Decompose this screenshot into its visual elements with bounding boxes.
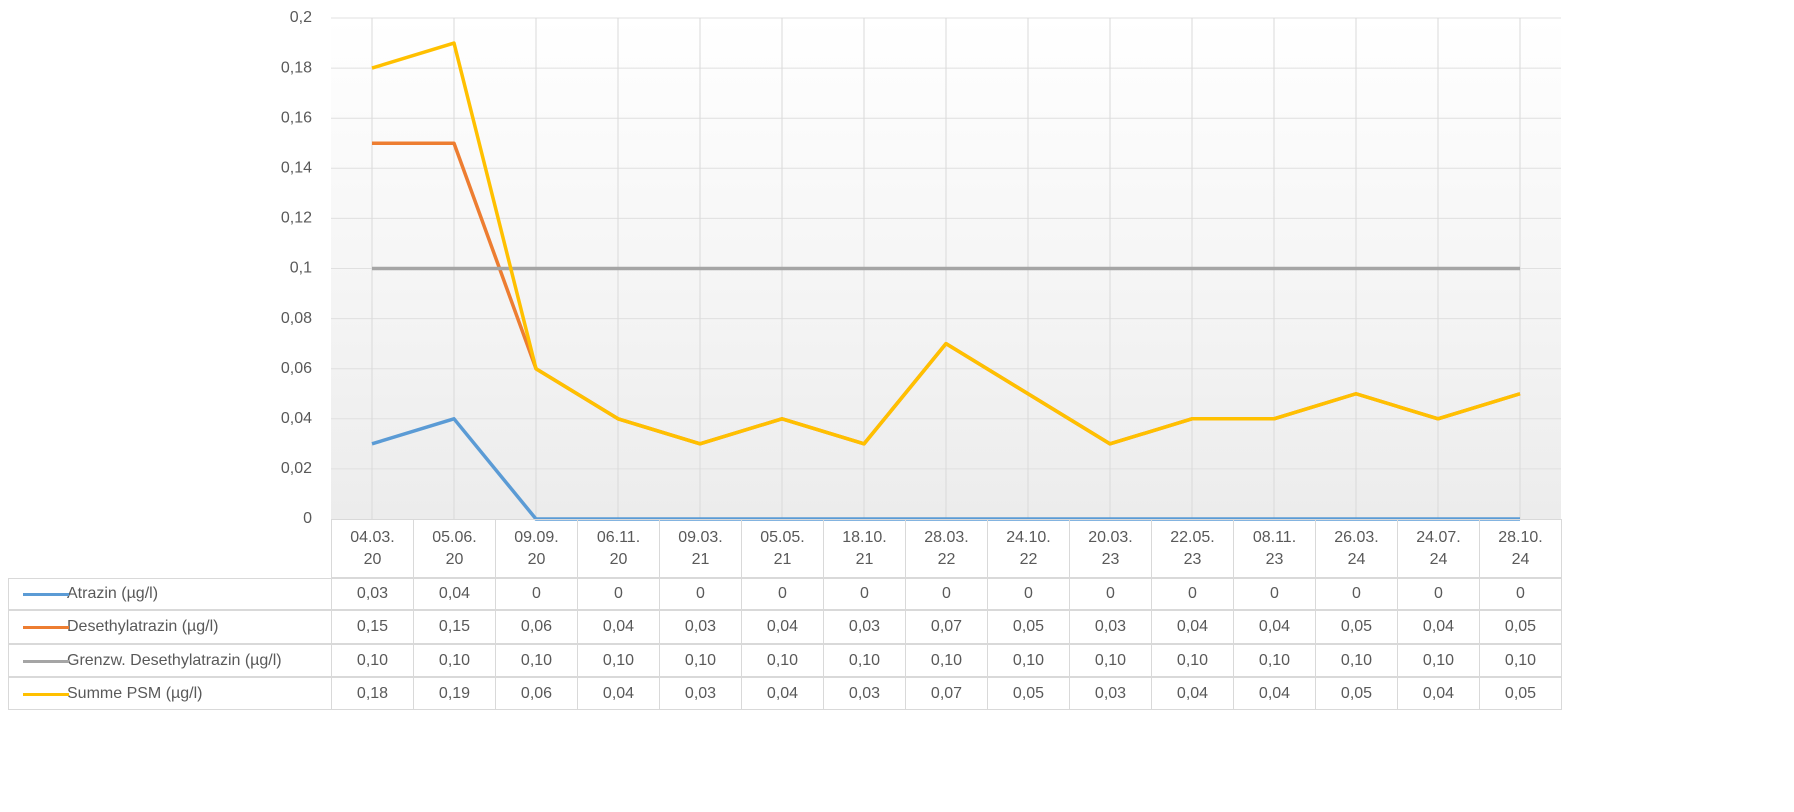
data-label: 0,15 <box>331 610 414 644</box>
data-label: 0 <box>1479 578 1562 610</box>
data-label: 0,10 <box>1479 644 1562 677</box>
y-tick-label: 0,12 <box>281 210 312 227</box>
x-tick-label: 04.03. 20 <box>331 519 414 578</box>
x-tick-label: 08.11. 23 <box>1233 519 1316 578</box>
data-label: 0,04 <box>1151 677 1234 710</box>
data-label: 0 <box>659 578 742 610</box>
legend-entry: Desethylatrazin (µg/l) <box>8 610 332 644</box>
x-tick-label: 20.03. 23 <box>1069 519 1152 578</box>
data-label: 0,05 <box>1315 677 1398 710</box>
legend-swatch <box>23 593 69 596</box>
legend-entry: Grenzw. Desethylatrazin (µg/l) <box>8 644 332 677</box>
data-label: 0,05 <box>987 677 1070 710</box>
data-label: 0,10 <box>659 644 742 677</box>
data-label: 0,04 <box>1397 677 1480 710</box>
y-tick-label: 0,06 <box>281 360 312 377</box>
data-label: 0,10 <box>1315 644 1398 677</box>
y-tick-label: 0,14 <box>281 160 312 177</box>
y-tick-label: 0,18 <box>281 59 312 76</box>
data-label: 0,15 <box>413 610 496 644</box>
x-tick-label: 28.10. 24 <box>1479 519 1562 578</box>
data-label: 0,10 <box>331 644 414 677</box>
data-label: 0 <box>1151 578 1234 610</box>
data-label: 0 <box>495 578 578 610</box>
data-label: 0,10 <box>823 644 906 677</box>
legend-swatch <box>23 692 69 696</box>
data-label: 0,10 <box>577 644 660 677</box>
data-label: 0,05 <box>1479 610 1562 644</box>
x-tick-label: 28.03. 22 <box>905 519 988 578</box>
x-tick-label: 24.07. 24 <box>1397 519 1480 578</box>
data-label: 0 <box>905 578 988 610</box>
data-label: 0,05 <box>987 610 1070 644</box>
data-label: 0,04 <box>413 578 496 610</box>
data-label: 0 <box>1069 578 1152 610</box>
data-label: 0,05 <box>1315 610 1398 644</box>
y-tick-label: 0 <box>303 510 312 527</box>
data-label: 0,03 <box>331 578 414 610</box>
data-label: 0 <box>1233 578 1316 610</box>
data-label: 0 <box>823 578 906 610</box>
legend-swatch <box>23 659 69 663</box>
data-label: 0,10 <box>987 644 1070 677</box>
data-label: 0,10 <box>741 644 824 677</box>
x-tick-label: 22.05. 23 <box>1151 519 1234 578</box>
data-label: 0 <box>987 578 1070 610</box>
data-label: 0,10 <box>1397 644 1480 677</box>
data-label: 0,18 <box>331 677 414 710</box>
x-tick-label: 05.05. 21 <box>741 519 824 578</box>
data-label: 0,03 <box>1069 610 1152 644</box>
data-label: 0,10 <box>905 644 988 677</box>
data-label: 0,05 <box>1479 677 1562 710</box>
data-label: 0,03 <box>1069 677 1152 710</box>
data-label: 0,07 <box>905 610 988 644</box>
y-tick-label: 0,08 <box>281 310 312 327</box>
data-label: 0,10 <box>1233 644 1316 677</box>
x-tick-label: 24.10. 22 <box>987 519 1070 578</box>
data-label: 0,10 <box>413 644 496 677</box>
x-tick-label: 05.06. 20 <box>413 519 496 578</box>
data-label: 0,19 <box>413 677 496 710</box>
y-tick-label: 0,02 <box>281 460 312 477</box>
y-tick-label: 0,16 <box>281 109 312 126</box>
legend-entry: Summe PSM (µg/l) <box>8 677 332 710</box>
legend-swatch <box>23 626 69 629</box>
data-label: 0 <box>1397 578 1480 610</box>
data-label: 0,04 <box>741 610 824 644</box>
data-label: 0,06 <box>495 677 578 710</box>
data-label: 0,10 <box>1151 644 1234 677</box>
data-label: 0,04 <box>1397 610 1480 644</box>
data-label: 0,04 <box>1233 677 1316 710</box>
data-label: 0,04 <box>577 610 660 644</box>
data-label: 0,03 <box>659 610 742 644</box>
legend-entry: Atrazin (µg/l) <box>8 578 332 610</box>
data-label: 0,07 <box>905 677 988 710</box>
data-label: 0 <box>1315 578 1398 610</box>
x-tick-label: 06.11. 20 <box>577 519 660 578</box>
data-label: 0,03 <box>823 677 906 710</box>
x-tick-label: 09.09. 20 <box>495 519 578 578</box>
data-label: 0,04 <box>577 677 660 710</box>
data-label: 0,04 <box>1151 610 1234 644</box>
data-label: 0,03 <box>823 610 906 644</box>
y-tick-label: 0,1 <box>290 260 312 277</box>
data-label: 0,06 <box>495 610 578 644</box>
data-label: 0,03 <box>659 677 742 710</box>
data-label: 0,10 <box>495 644 578 677</box>
data-label: 0,10 <box>1069 644 1152 677</box>
series-line <box>371 41 1521 446</box>
x-tick-label: 18.10. 21 <box>823 519 906 578</box>
data-label: 0 <box>741 578 824 610</box>
y-tick-label: 0,2 <box>290 9 312 26</box>
x-tick-label: 26.03. 24 <box>1315 519 1398 578</box>
data-label: 0,04 <box>741 677 824 710</box>
data-label: 0,04 <box>1233 610 1316 644</box>
x-tick-label: 09.03. 21 <box>659 519 742 578</box>
data-label: 0 <box>577 578 660 610</box>
y-tick-label: 0,04 <box>281 410 312 427</box>
